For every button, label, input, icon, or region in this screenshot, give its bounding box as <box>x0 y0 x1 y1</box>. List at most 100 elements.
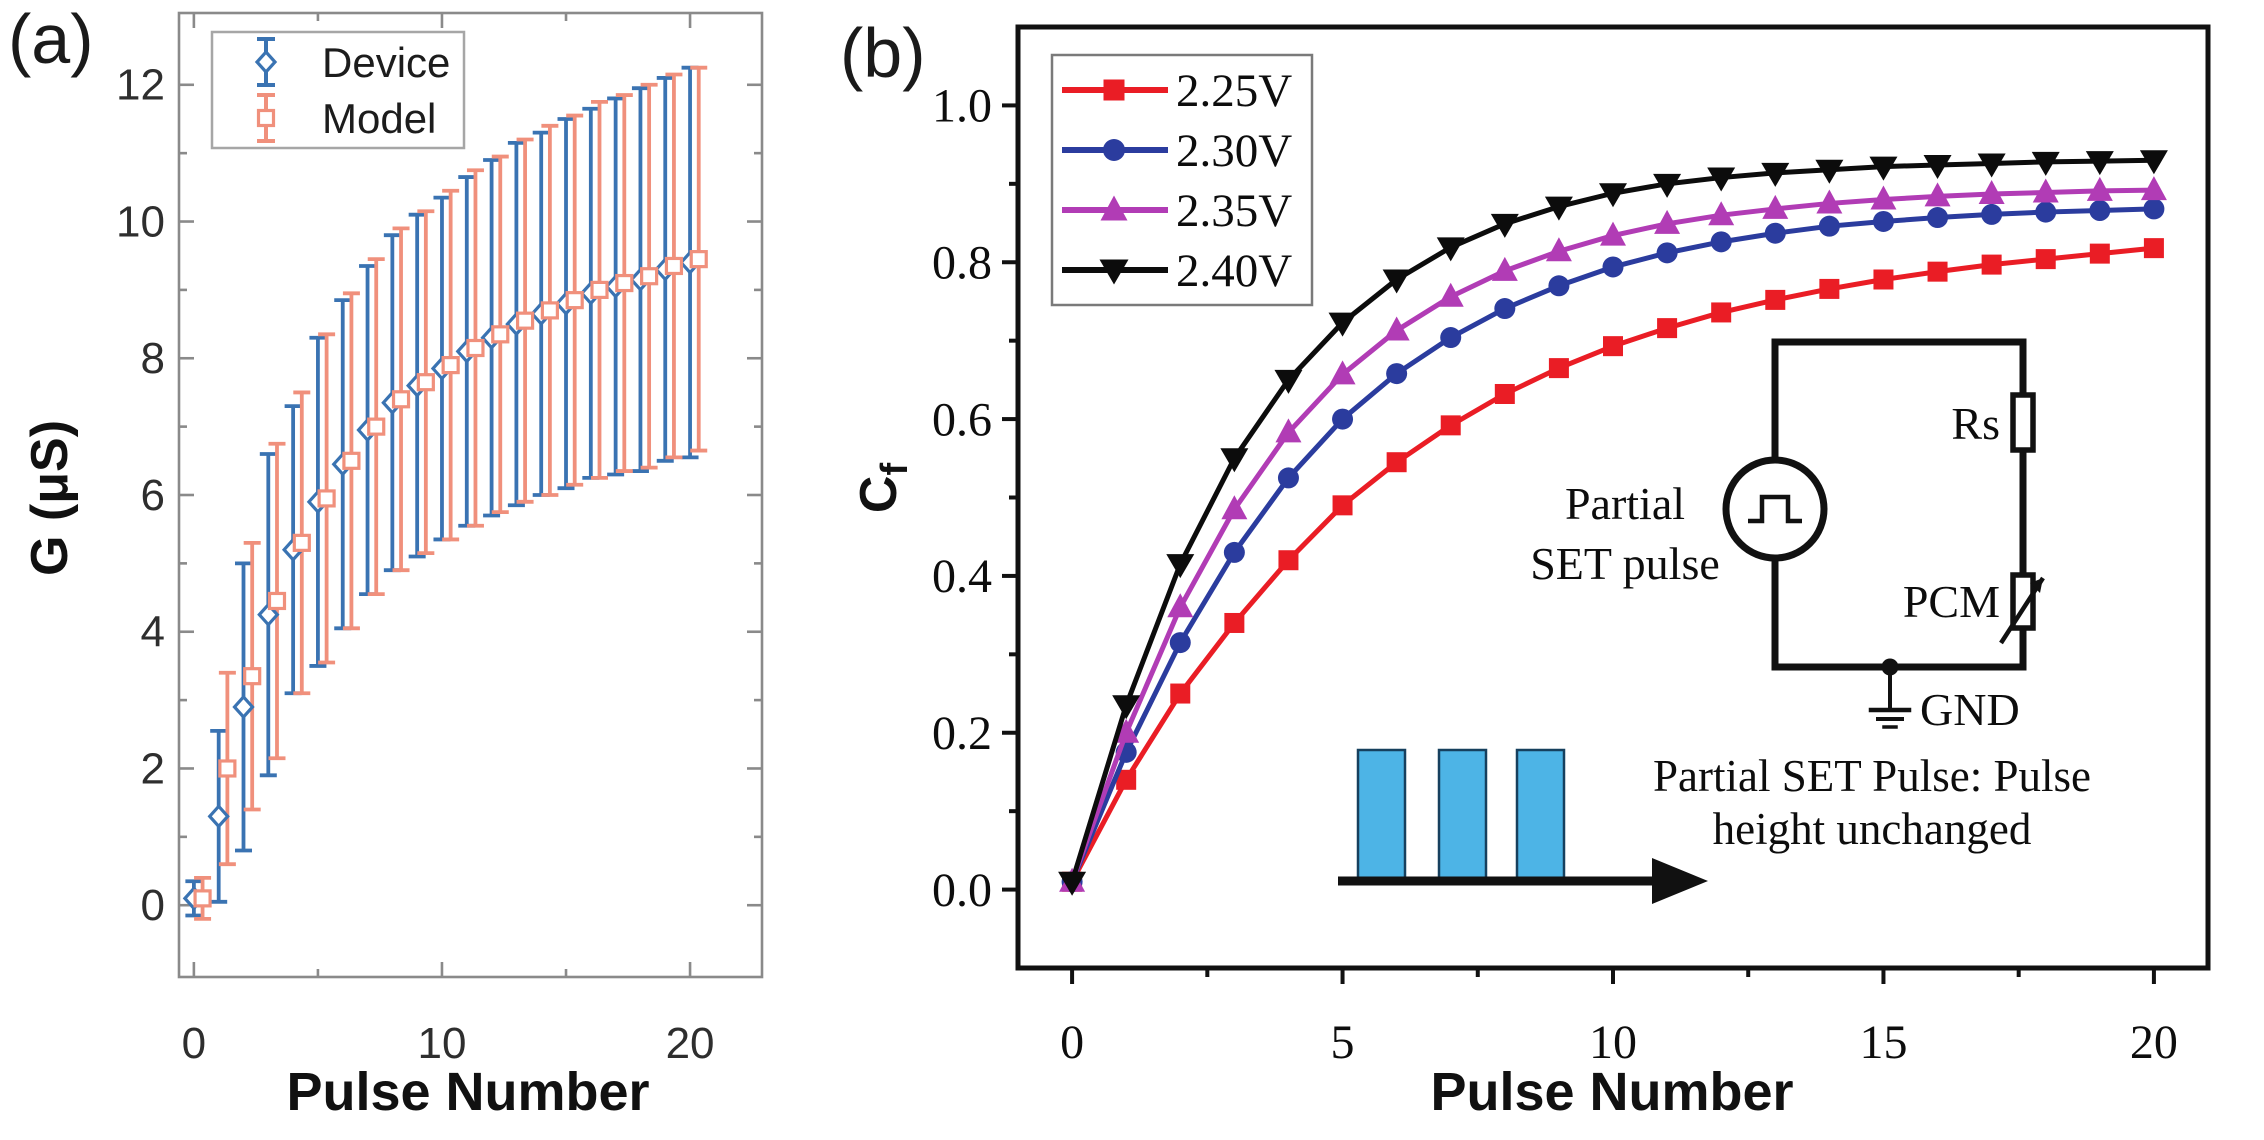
marker-square <box>1711 302 1732 323</box>
marker-square <box>664 256 684 276</box>
marker-square <box>1494 383 1515 404</box>
x-tick-label: 10 <box>417 1019 466 1068</box>
marker-triangle-down <box>1328 312 1357 337</box>
pulse-waveform-icon <box>1748 494 1802 524</box>
marker-triangle-up <box>1654 209 1681 234</box>
marker-square <box>1224 612 1245 633</box>
marker-diamond <box>257 602 280 628</box>
marker-triangle-down <box>2031 151 2060 176</box>
pulse-note-text: Partial SET Pulse: Pulse height unchange… <box>1612 750 2132 856</box>
marker-triangle-down <box>1977 153 2006 178</box>
marker-circle <box>2143 198 2165 220</box>
marker-triangle-down <box>1436 237 1465 262</box>
marker-square <box>1103 79 1125 101</box>
marker-triangle-down <box>1869 156 1898 181</box>
marker-diamond <box>232 694 255 720</box>
panel-a-yaxis-title: G (μS) <box>21 419 79 577</box>
x-tick-label: 5 <box>1331 1016 1355 1069</box>
marker-circle <box>1656 242 1678 264</box>
marker-square <box>1548 358 1569 379</box>
marker-square <box>1440 415 1461 436</box>
resistor-rs-label: Rs <box>1951 398 2000 449</box>
cf-label-main: C <box>849 475 908 514</box>
pulse-arrow-icon <box>1652 858 1708 904</box>
pulse-bar <box>1515 748 1566 880</box>
marker-circle <box>1818 215 1840 237</box>
marker-circle <box>1872 210 1894 232</box>
marker-square <box>565 291 584 310</box>
legend-label: 2.25V <box>1176 65 1292 117</box>
y-tick-label: 0.0 <box>932 864 992 917</box>
marker-square <box>1603 336 1623 357</box>
legend-item-model: Model <box>256 93 436 143</box>
pulse-bar <box>1437 748 1488 880</box>
marker-triangle-down <box>1490 213 1519 238</box>
marker-square <box>466 338 485 358</box>
marker-triangle-up <box>2140 176 2167 201</box>
marker-circle <box>1386 363 1408 385</box>
y-tick-label: 0 <box>141 881 165 930</box>
marker-triangle-down <box>1923 155 1952 180</box>
marker-square <box>1927 261 1948 282</box>
circuit-source-label: Partial SET pulse <box>1460 474 1790 594</box>
x-tick-label: 20 <box>666 1019 715 1068</box>
marker-square <box>416 373 435 392</box>
marker-square <box>1116 769 1137 790</box>
x-tick-label: 10 <box>1589 1016 1637 1069</box>
marker-square <box>1386 452 1407 473</box>
marker-triangle-up <box>1978 180 2005 205</box>
legend-label: 2.30V <box>1176 125 1292 177</box>
panel-b-axes: 0 5 10 15 20 0.0 0.2 0.4 0.6 0.8 1.0 <box>932 24 2211 1069</box>
marker-square <box>1981 254 2002 275</box>
legend-label: Device <box>322 39 450 86</box>
series-2-35v <box>1059 176 2167 892</box>
marker-triangle-up <box>1816 189 1843 214</box>
marker-triangle-up <box>1275 418 1302 443</box>
y-tick-label: 0.8 <box>932 237 992 290</box>
marker-triangle-down <box>1382 269 1411 294</box>
marker-square <box>1819 278 1840 299</box>
x-tick-label: 0 <box>182 1019 206 1068</box>
marker-square <box>441 355 460 375</box>
marker-triangle-up <box>1870 185 1897 210</box>
marker-triangle-up <box>1383 316 1410 341</box>
pulse-source-icon <box>1722 456 1828 562</box>
y-tick-label: 2 <box>141 744 165 793</box>
marker-triangle-down <box>1707 167 1736 192</box>
marker-triangle-up <box>1329 360 1356 385</box>
legend-item-2-35v: 2.35V <box>1062 185 1292 237</box>
marker-triangle-up <box>1708 201 1735 226</box>
marker-circle <box>1103 139 1125 161</box>
marker-square <box>1278 550 1299 571</box>
series-model-markers <box>193 250 708 908</box>
panel-a-plot <box>182 65 708 921</box>
marker-square <box>640 267 659 286</box>
x-tick-label: 0 <box>1060 1016 1084 1069</box>
marker-triangle-down <box>1274 369 1303 394</box>
pcm-label: PCM <box>1902 576 2000 627</box>
panel-b-legend: 2.25V 2.30V 2.35V 2.40V <box>1050 53 1314 307</box>
marker-triangle-down <box>1220 448 1249 473</box>
panel-a-legend: Device Model <box>210 30 466 150</box>
marker-triangle-down <box>2139 150 2168 175</box>
ground-label: GND <box>1920 684 2020 735</box>
y-tick-label: 0.4 <box>932 550 992 603</box>
marker-square <box>267 591 287 611</box>
legend-item-2-25v: 2.25V <box>1062 65 1292 117</box>
marker-square <box>1657 318 1678 339</box>
marker-square <box>689 250 708 269</box>
marker-diamond <box>207 803 230 829</box>
marker-circle <box>1981 203 2003 225</box>
marker-square <box>540 301 559 320</box>
marker-circle <box>1602 256 1624 278</box>
marker-square <box>342 451 361 470</box>
marker-triangle-up <box>1924 182 1951 207</box>
marker-triangle-down <box>1058 871 1087 896</box>
marker-square <box>1765 289 1786 310</box>
y-tick-label: 0.2 <box>932 707 992 760</box>
marker-square <box>1873 269 1894 290</box>
legend-item-2-30v: 2.30V <box>1062 125 1292 177</box>
marker-triangle-up <box>1437 282 1464 307</box>
x-tick-label: 15 <box>1859 1016 1907 1069</box>
